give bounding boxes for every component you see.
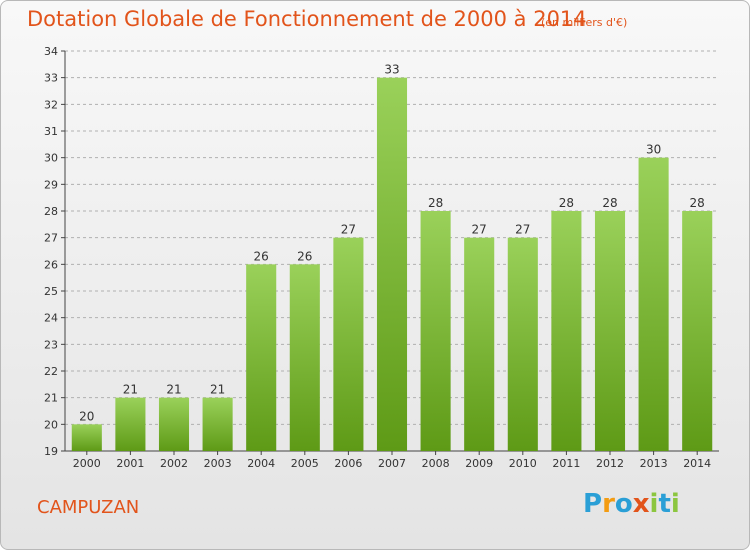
x-tick-label: 2002	[160, 457, 188, 470]
data-label: 27	[472, 223, 487, 237]
logo-letter: r	[602, 489, 615, 519]
y-tick-label: 23	[44, 338, 58, 351]
bar	[158, 397, 190, 451]
data-label: 27	[515, 223, 530, 237]
x-tick-label: 2001	[116, 457, 144, 470]
data-label: 28	[602, 196, 617, 210]
y-tick-label: 20	[44, 418, 58, 431]
y-tick-label: 28	[44, 205, 58, 218]
bar	[333, 237, 364, 451]
data-label: 33	[384, 63, 399, 77]
bar	[464, 237, 495, 451]
bar	[289, 264, 320, 451]
x-tick-label: 2008	[422, 457, 450, 470]
bar	[507, 237, 538, 451]
logo-letter: o	[614, 489, 633, 519]
x-tick-label: 2009	[465, 457, 493, 470]
bar	[202, 397, 233, 451]
data-label: 20	[79, 409, 94, 423]
y-tick-label: 32	[44, 98, 58, 111]
bar	[246, 264, 277, 451]
y-tick-label: 29	[44, 178, 58, 191]
y-tick-label: 19	[44, 445, 58, 458]
y-tick-label: 31	[44, 125, 58, 138]
proxiti-logo: Proxiti	[583, 489, 680, 519]
bar	[638, 157, 669, 451]
x-tick-label: 2003	[204, 457, 232, 470]
x-tick-label: 2000	[73, 457, 101, 470]
logo-letter: t	[658, 489, 671, 519]
bar	[420, 211, 451, 451]
y-tick-label: 34	[44, 45, 58, 58]
logo-letter: i	[649, 489, 659, 519]
y-tick-label: 24	[44, 312, 58, 325]
y-tick-label: 33	[44, 72, 58, 85]
data-label: 26	[254, 249, 269, 263]
bar	[71, 424, 102, 451]
x-tick-label: 2005	[291, 457, 319, 470]
data-label: 21	[210, 383, 225, 397]
y-tick-label: 22	[44, 365, 58, 378]
x-tick-label: 2013	[640, 457, 668, 470]
x-tick-label: 2014	[683, 457, 711, 470]
commune-name: CAMPUZAN	[37, 497, 140, 518]
y-tick-label: 25	[44, 285, 58, 298]
bar	[376, 77, 408, 452]
x-tick-label: 2010	[509, 457, 537, 470]
y-tick-label: 26	[44, 258, 58, 271]
bar	[682, 211, 713, 451]
data-label: 28	[428, 196, 443, 210]
data-label: 27	[341, 223, 356, 237]
logo-letter: P	[583, 489, 603, 519]
bar	[551, 211, 582, 451]
data-label: 26	[297, 249, 312, 263]
data-label: 28	[559, 196, 574, 210]
data-label: 21	[166, 383, 181, 397]
logo-letter: x	[632, 489, 650, 519]
x-tick-label: 2006	[334, 457, 362, 470]
logo-letter: i	[670, 489, 680, 519]
chart-title: Dotation Globale de Fonctionnement de 20…	[27, 7, 587, 31]
chart-subtitle: (en milliers d'€)	[541, 16, 628, 29]
x-tick-label: 2011	[552, 457, 580, 470]
x-tick-label: 2004	[247, 457, 275, 470]
y-tick-label: 27	[44, 232, 58, 245]
x-tick-label: 2007	[378, 457, 406, 470]
bar	[594, 211, 626, 451]
bar	[115, 397, 146, 451]
data-label: 30	[646, 143, 661, 157]
data-label: 21	[123, 383, 138, 397]
y-tick-label: 21	[44, 392, 58, 405]
data-label: 28	[690, 196, 705, 210]
x-tick-label: 2012	[596, 457, 624, 470]
y-tick-label: 30	[44, 152, 58, 165]
